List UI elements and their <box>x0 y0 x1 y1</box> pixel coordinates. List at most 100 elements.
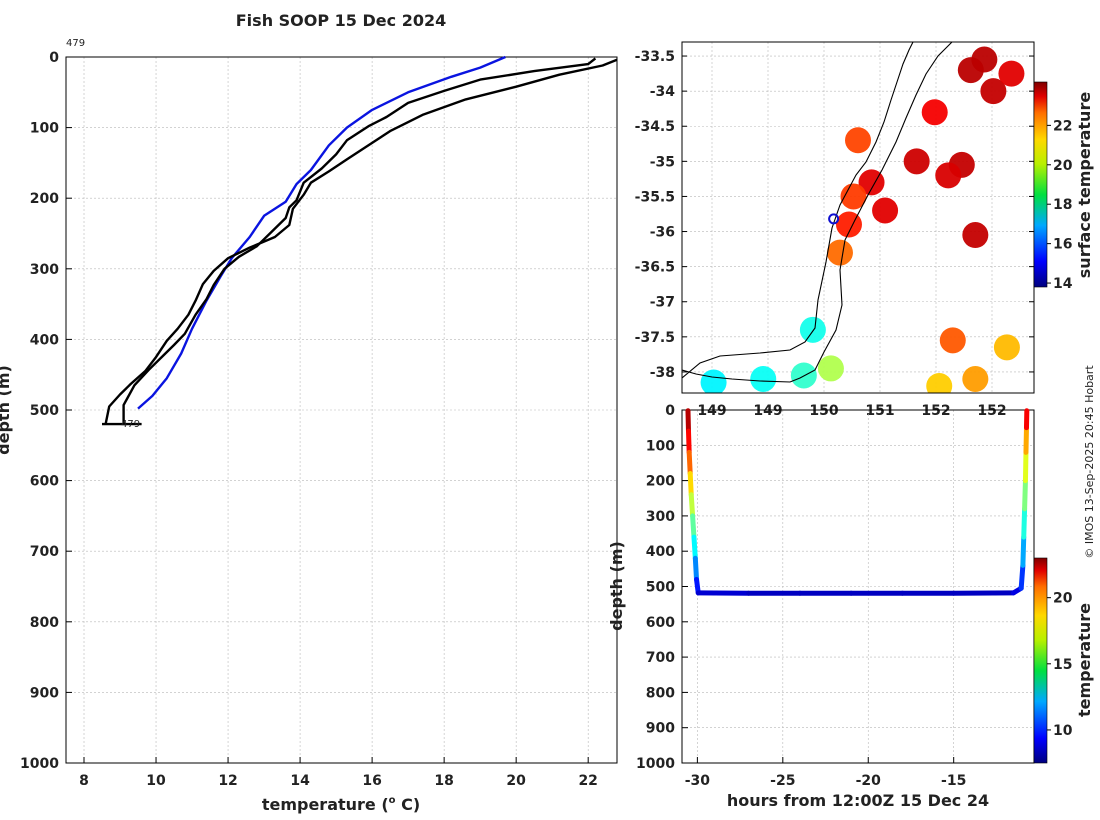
profile-x-tick-label: 16 <box>362 773 381 789</box>
map-y-tick-label: -34 <box>650 84 676 100</box>
section-colorbar <box>1033 557 1048 764</box>
map-y-tick-label: -35 <box>650 154 675 170</box>
map-x-tick-label: 149 <box>697 403 726 419</box>
section-colorbar-label: temperature <box>1075 603 1094 717</box>
profile-y-tick-label: 1000 <box>20 756 59 772</box>
map-x-ticks: 149 149 150 151 152 152 <box>697 403 1006 419</box>
profile-series-climatology <box>137 55 506 410</box>
map-sst-patch <box>962 222 989 249</box>
profile-y-tick-label: 800 <box>30 615 59 631</box>
map-sst-patch <box>840 183 867 210</box>
figure-title: Fish SOOP 15 Dec 2024 <box>236 11 446 30</box>
section-colorbar-tick-label: 10 <box>1053 723 1073 739</box>
section-track-segment <box>1023 425 1029 455</box>
profile-x-tick-label: 12 <box>218 773 237 789</box>
map-y-tick-label: -36 <box>650 225 675 241</box>
profile-series-profile-down <box>122 57 597 425</box>
section-colorbar-tick-label: 15 <box>1053 657 1072 673</box>
map-x-tick-label: 152 <box>977 403 1006 419</box>
section-y-tick-label: 300 <box>646 509 675 525</box>
section-y-tick-label: 500 <box>646 580 675 596</box>
map-shelf-contour <box>682 42 953 383</box>
map-y-tick-label: -34.5 <box>635 119 675 135</box>
section-track-segment <box>692 555 700 582</box>
section-track-segment <box>1018 562 1026 591</box>
profile-top-annotation: 479 <box>66 38 85 49</box>
profile-x-ticks: 8 10 12 14 16 18 20 22 <box>79 757 598 789</box>
map-y-tick-label: -38 <box>650 365 675 381</box>
map-y-ticks: -33.5 -34 -34.5 -35 -35.5 -36 -36.5 -37 -37.5 -38 <box>635 49 1034 381</box>
map-y-tick-label: -37 <box>650 295 675 311</box>
section-track-segment <box>1022 478 1028 512</box>
profile-x-label: temperature (o C) <box>262 795 420 814</box>
profile-y-tick-label: 0 <box>49 50 59 66</box>
map-sst-patch <box>835 211 862 238</box>
section-x-tick-label: -25 <box>770 773 795 789</box>
profile-x-label-main: temperature ( <box>262 795 389 814</box>
profile-y-tick-label: 600 <box>30 474 59 490</box>
profile-series-profile-up <box>104 58 618 425</box>
map-colorbar <box>1033 81 1048 288</box>
profile-y-tick-label: 900 <box>30 685 59 701</box>
section-track <box>685 408 1030 596</box>
profile-y-tick-label: 500 <box>30 403 59 419</box>
map-x-tick-label: 149 <box>753 403 782 419</box>
profile-grid <box>66 56 617 764</box>
section-y-tick-label: 200 <box>646 474 675 490</box>
section-track-segment <box>1022 449 1029 484</box>
section-track-segment <box>688 492 696 519</box>
section-track-segment <box>687 471 694 498</box>
map-sst-patch <box>962 365 989 392</box>
map-sst-patch <box>799 316 826 343</box>
map-sst-patch <box>993 334 1020 361</box>
section-colorbar-tick-label: 20 <box>1053 591 1073 607</box>
map-colorbar-ticks: 14 16 18 20 22 <box>1047 118 1073 292</box>
section-track-segment <box>685 408 691 434</box>
section-track-segment <box>686 449 693 477</box>
map-sst-patch <box>817 355 844 382</box>
profile-y-tick-label: 300 <box>30 262 59 278</box>
section-x-label: hours from 12:00Z 15 Dec 24 <box>727 791 989 810</box>
section-x-tick-label: -15 <box>941 773 966 789</box>
profile-panel: Fish SOOP 15 Dec 2024 8 10 12 14 16 18 20 22 0 1… <box>0 11 618 814</box>
profile-x-tick-label: 14 <box>290 773 310 789</box>
map-x-tick-label: 152 <box>921 403 950 419</box>
profile-x-tick-label: 10 <box>146 773 166 789</box>
map-panel: -33.5 -34 -34.5 -35 -35.5 -36 -36.5 -37 -37.5 -38… <box>635 41 1094 419</box>
section-x-tick-label: -30 <box>685 773 711 789</box>
map-colorbar-tick-label: 18 <box>1053 197 1072 213</box>
map-y-tick-label: -36.5 <box>635 260 675 276</box>
section-x-ticks: -30 -25 -20 -15 <box>685 757 966 789</box>
profile-x-tick-label: 18 <box>434 773 453 789</box>
profile-bottom-annotation: 479 <box>121 419 140 430</box>
section-y-label: depth (m) <box>607 541 626 631</box>
profile-x-label-sup: o <box>389 795 396 806</box>
section-y-tick-label: 400 <box>646 544 675 560</box>
section-colorbar-ticks: 10 15 20 <box>1047 591 1073 739</box>
map-x-tick-label: 150 <box>809 403 838 419</box>
map-sst-patches <box>700 46 1025 393</box>
section-y-tick-label: 100 <box>646 438 675 454</box>
section-y-tick-label: 900 <box>646 721 675 737</box>
profile-y-tick-label: 100 <box>30 121 59 137</box>
map-sst-patch <box>926 372 953 393</box>
map-colorbar-tick-label: 20 <box>1053 158 1073 174</box>
map-sst-patch <box>872 197 899 224</box>
section-y-tick-label: 0 <box>665 403 675 419</box>
profile-y-ticks: 0 100 200 300 400 500 600 700 800 900 1000 <box>20 50 72 772</box>
section-track-segment <box>690 513 697 540</box>
section-y-tick-label: 800 <box>646 685 675 701</box>
section-y-tick-label: 600 <box>646 615 675 631</box>
map-sst-patch <box>971 46 998 73</box>
map-colorbar-tick-label: 16 <box>1053 237 1072 253</box>
section-y-ticks: 0 100 200 300 400 500 600 700 800 900 1000 <box>636 403 688 772</box>
map-sst-patch <box>750 365 777 392</box>
section-y-tick-label: 1000 <box>636 756 675 772</box>
section-track-segment <box>1020 534 1027 568</box>
profile-x-tick-label: 22 <box>578 773 597 789</box>
map-coastline <box>682 42 914 379</box>
credit-text: © IMOS 13-Sep-2025 20:45 Hobart <box>1083 365 1096 559</box>
map-x-tick-label: 151 <box>865 403 894 419</box>
map-colorbar-tick-label: 14 <box>1053 276 1073 292</box>
